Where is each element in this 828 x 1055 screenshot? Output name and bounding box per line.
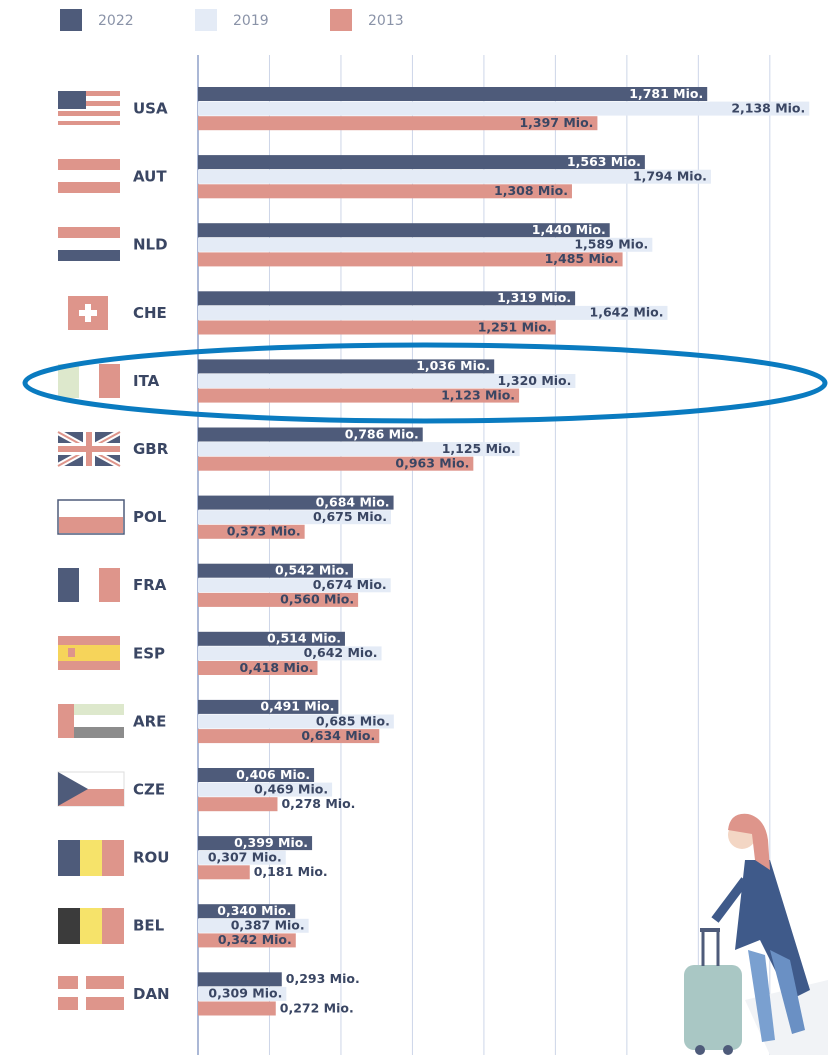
flag-pol bbox=[58, 500, 124, 534]
value-label: 0,399 Mio. bbox=[234, 835, 308, 850]
value-label: 0,491 Mio. bbox=[260, 699, 334, 714]
value-label: 1,642 Mio. bbox=[590, 305, 664, 320]
value-label: 0,469 Mio. bbox=[254, 781, 328, 796]
value-label: 1,308 Mio. bbox=[494, 183, 568, 198]
value-label: 0,309 Mio. bbox=[208, 986, 282, 1001]
value-label: 1,485 Mio. bbox=[545, 251, 619, 266]
flag-ita bbox=[58, 364, 120, 398]
category-label: ESP bbox=[133, 644, 165, 662]
value-label: 1,563 Mio. bbox=[567, 154, 641, 169]
category-label: CZE bbox=[133, 781, 165, 799]
category-label: BEL bbox=[133, 917, 165, 935]
flag-usa bbox=[58, 91, 120, 125]
value-label: 1,440 Mio. bbox=[532, 222, 606, 237]
value-label: 1,320 Mio. bbox=[497, 373, 571, 388]
flag-nld bbox=[58, 227, 120, 261]
value-label: 1,319 Mio. bbox=[497, 290, 571, 305]
value-label: 0,786 Mio. bbox=[345, 426, 419, 441]
value-label: 0,418 Mio. bbox=[240, 660, 314, 675]
value-label: 0,342 Mio. bbox=[218, 932, 292, 947]
value-label: 0,963 Mio. bbox=[395, 456, 469, 471]
flag-esp bbox=[58, 636, 120, 670]
value-label: 0,642 Mio. bbox=[304, 645, 378, 660]
legend: 2022 2019 2013 bbox=[60, 9, 404, 31]
category-label: FRA bbox=[133, 576, 167, 594]
value-label: 0,514 Mio. bbox=[267, 631, 341, 646]
category-label: ROU bbox=[133, 849, 169, 867]
value-label: 1,589 Mio. bbox=[574, 237, 648, 252]
legend-label: 2022 bbox=[98, 13, 134, 29]
value-label: 0,340 Mio. bbox=[217, 903, 291, 918]
value-label: 1,251 Mio. bbox=[478, 319, 552, 334]
category-label: DAN bbox=[133, 985, 170, 1003]
value-label: 0,373 Mio. bbox=[227, 524, 301, 539]
legend-swatch bbox=[330, 9, 352, 31]
bar bbox=[198, 797, 277, 811]
flag-fra bbox=[58, 568, 120, 602]
flag-dan bbox=[58, 976, 124, 1010]
category-label: GBR bbox=[133, 440, 169, 458]
legend-swatch bbox=[60, 9, 82, 31]
traveler-illustration bbox=[684, 814, 828, 1055]
value-label: 1,794 Mio. bbox=[633, 169, 707, 184]
value-label: 0,181 Mio. bbox=[254, 864, 328, 879]
flag-gbr bbox=[58, 432, 120, 466]
value-label: 0,272 Mio. bbox=[280, 1000, 354, 1015]
flag-cze bbox=[58, 772, 124, 806]
value-label: 0,685 Mio. bbox=[316, 713, 390, 728]
chart: USA 1,781 Mio. 2,138 Mio. 1,397 Mio. AUT 1,56… bbox=[0, 0, 828, 1055]
bar bbox=[198, 102, 809, 116]
flag-che bbox=[68, 296, 108, 330]
value-label: 0,307 Mio. bbox=[208, 850, 282, 865]
value-label: 0,387 Mio. bbox=[231, 918, 305, 933]
bar bbox=[198, 972, 282, 986]
category-label: USA bbox=[133, 100, 168, 118]
legend-label: 2019 bbox=[233, 13, 269, 29]
category-label: POL bbox=[133, 508, 167, 526]
flag-are bbox=[58, 704, 124, 738]
value-label: 1,123 Mio. bbox=[441, 387, 515, 402]
value-label: 1,036 Mio. bbox=[416, 358, 490, 373]
value-label: 0,674 Mio. bbox=[313, 577, 387, 592]
value-label: 0,675 Mio. bbox=[313, 509, 387, 524]
flag-aut bbox=[58, 159, 120, 193]
legend-swatch bbox=[195, 9, 217, 31]
value-label: 0,293 Mio. bbox=[286, 971, 360, 986]
bar bbox=[198, 865, 250, 879]
value-label: 0,560 Mio. bbox=[280, 592, 354, 607]
bar bbox=[198, 1002, 276, 1016]
category-label: ARE bbox=[133, 712, 166, 730]
flag-bel bbox=[58, 908, 124, 944]
legend-label: 2013 bbox=[368, 13, 404, 29]
value-label: 1,397 Mio. bbox=[519, 115, 593, 130]
value-label: 2,138 Mio. bbox=[731, 100, 805, 115]
value-label: 0,278 Mio. bbox=[281, 796, 355, 811]
category-label: ITA bbox=[133, 372, 160, 390]
value-label: 0,684 Mio. bbox=[316, 494, 390, 509]
flag-rou bbox=[58, 840, 124, 876]
value-label: 1,125 Mio. bbox=[442, 441, 516, 456]
value-label: 1,781 Mio. bbox=[629, 86, 703, 101]
value-label: 0,634 Mio. bbox=[301, 728, 375, 743]
category-label: AUT bbox=[133, 168, 167, 186]
flags bbox=[58, 91, 124, 1010]
category-label: NLD bbox=[133, 236, 168, 254]
value-label: 0,406 Mio. bbox=[236, 767, 310, 782]
category-label: CHE bbox=[133, 304, 167, 322]
value-label: 0,542 Mio. bbox=[275, 563, 349, 578]
